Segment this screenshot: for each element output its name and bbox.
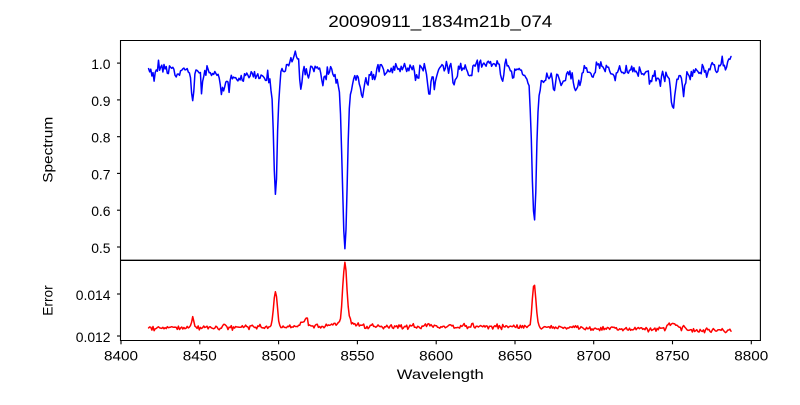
svg-text:20090911_1834m21b_074: 20090911_1834m21b_074: [328, 12, 552, 31]
svg-text:8750: 8750: [656, 348, 690, 364]
svg-text:0.012: 0.012: [76, 329, 111, 345]
svg-text:0.8: 0.8: [91, 130, 111, 146]
svg-text:Error: Error: [40, 285, 56, 316]
svg-text:8800: 8800: [734, 348, 768, 364]
svg-text:8650: 8650: [498, 348, 532, 364]
svg-text:0.014: 0.014: [76, 287, 111, 303]
svg-text:8400: 8400: [104, 348, 138, 364]
svg-text:8600: 8600: [419, 348, 453, 364]
svg-text:1.0: 1.0: [91, 56, 111, 72]
svg-text:0.5: 0.5: [91, 240, 111, 256]
svg-text:0.7: 0.7: [91, 166, 111, 182]
svg-text:Wavelength: Wavelength: [397, 366, 484, 382]
svg-text:8450: 8450: [183, 348, 217, 364]
svg-text:0.6: 0.6: [91, 203, 111, 219]
svg-text:0.9: 0.9: [91, 93, 111, 109]
svg-text:8550: 8550: [340, 348, 374, 364]
svg-text:8500: 8500: [262, 348, 296, 364]
svg-text:Spectrum: Spectrum: [40, 117, 56, 183]
svg-text:8700: 8700: [577, 348, 611, 364]
